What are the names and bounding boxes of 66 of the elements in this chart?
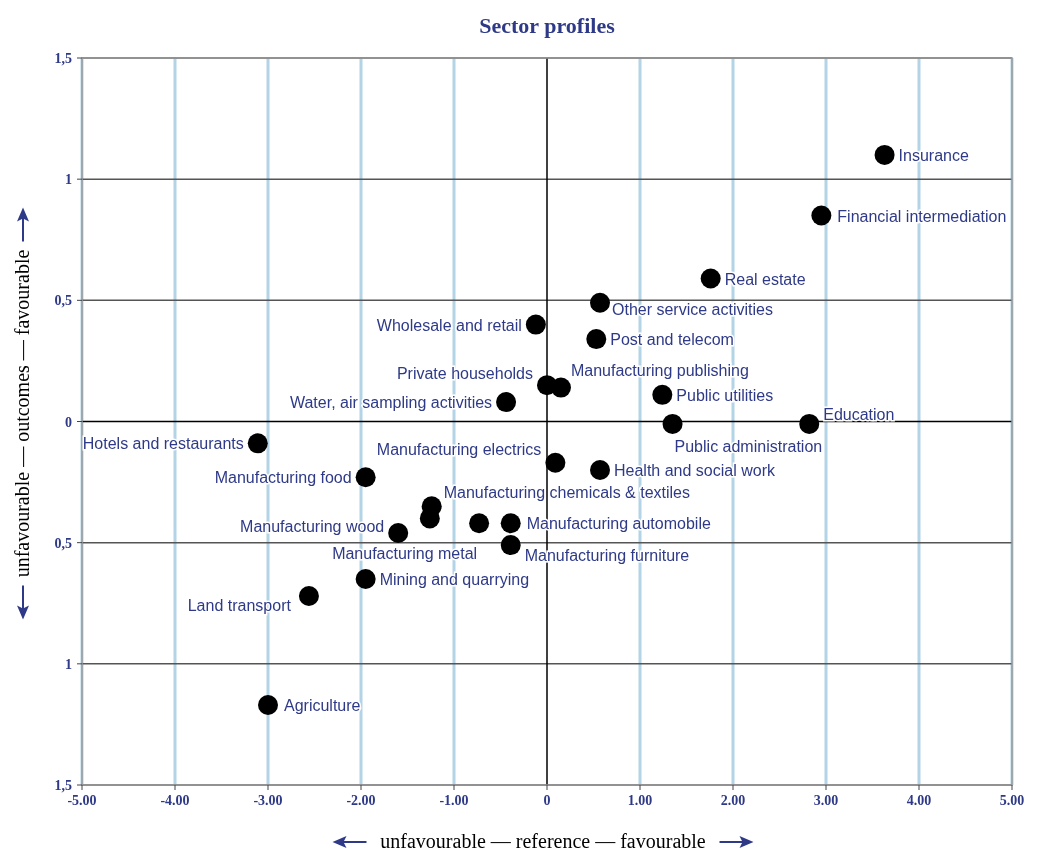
series-label: Real estate [724, 270, 806, 288]
series-label: Wholesale and retail [376, 316, 522, 334]
series-label: Public utilities [676, 386, 774, 404]
series-label: Hotels and restaurants [82, 435, 244, 453]
point [258, 695, 278, 716]
y-tick-label: 0,5 [54, 535, 72, 551]
point [545, 452, 566, 473]
x-tick-label: 0 [543, 793, 551, 808]
x-tick-label: 4.00 [906, 793, 932, 808]
y-tick-label: 0,5 [54, 293, 72, 309]
y-tick-label: 1 [65, 172, 72, 188]
point [590, 459, 611, 480]
y-tick-label: 1,5 [54, 51, 72, 66]
series-label: Other service activities [612, 300, 773, 318]
x-tick-label: -5.00 [67, 793, 97, 808]
point [500, 513, 521, 534]
y-tick-label: 1,5 [54, 778, 72, 793]
series-label: Post and telecom [610, 331, 734, 349]
point [811, 205, 832, 226]
series-label: Private households [396, 365, 533, 383]
x-axis-title: unfavourable — reference — favourable [380, 830, 706, 852]
chart-title: Sector profiles [479, 13, 616, 38]
point [247, 433, 268, 454]
point [590, 292, 611, 313]
series-label: Manufacturing wood [240, 517, 385, 535]
series-label: Agriculture [284, 697, 361, 715]
x-tick-label: -4.00 [160, 793, 190, 808]
series-label: Water, air sampling activities [289, 394, 493, 412]
x-tick-label: 3.00 [813, 793, 839, 808]
series-label: Manufacturing publishing [570, 361, 749, 379]
point [525, 314, 546, 335]
point [388, 522, 409, 543]
point [298, 585, 319, 606]
point [586, 329, 607, 350]
y-axis-title: unfavourable — outcomes — favourable [11, 249, 33, 578]
point [874, 144, 895, 165]
point [652, 384, 673, 405]
series-label: Public administration [674, 437, 823, 455]
series-label: Insurance [898, 146, 969, 164]
series-label: Manufacturing chemicals & textiles [443, 484, 691, 502]
point [537, 375, 557, 396]
point [799, 413, 820, 434]
series-label: Mining and quarrying [379, 571, 530, 589]
point [500, 535, 521, 556]
point [700, 268, 721, 289]
point [419, 508, 440, 529]
series-label: Education [823, 405, 895, 423]
x-tick-label: 1.00 [627, 793, 653, 808]
point [355, 569, 376, 590]
x-tick-label: 5.00 [999, 793, 1025, 808]
series-label: Health and social work [614, 461, 776, 479]
series-label: Manufacturing electrics [376, 440, 542, 458]
series-label: Land transport [187, 596, 292, 614]
x-tick-label: -1.00 [439, 793, 469, 808]
point [662, 413, 683, 434]
point [469, 513, 490, 534]
point [496, 392, 517, 413]
x-tick-label: -2.00 [346, 793, 376, 808]
y-tick-label: 1 [65, 656, 72, 672]
series-label: Financial intermediation [837, 207, 1007, 225]
x-tick-label: -3.00 [253, 793, 283, 808]
series-label: Manufacturing food [214, 469, 352, 487]
point [355, 467, 376, 488]
y-tick-label: 0 [65, 414, 72, 430]
x-tick-label: 2.00 [720, 793, 746, 808]
series-label: Manufacturing metal [332, 545, 478, 563]
